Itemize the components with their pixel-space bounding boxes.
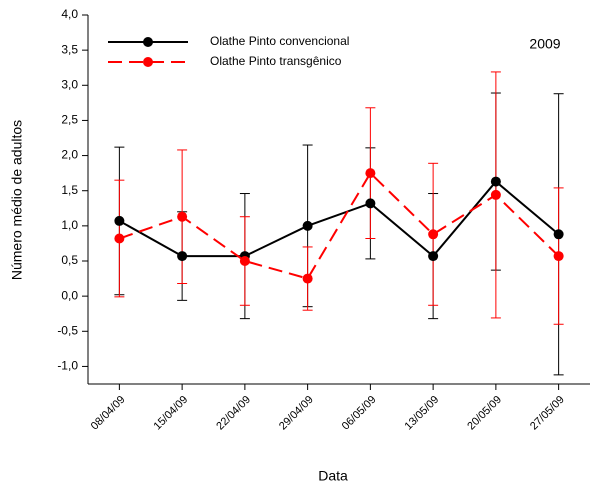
y-tick-label: 2,0 [61,148,78,162]
legend-marker [143,37,153,47]
data-point [365,168,376,179]
y-tick-label: 0,0 [61,288,78,302]
data-point [302,220,313,231]
series-line [118,180,560,258]
data-point [114,215,125,226]
data-point [365,198,376,209]
x-tick-label: 20/05/09 [465,394,504,433]
y-axis-title: Número médio de adultos [9,120,25,280]
x-tick-label: 13/05/09 [403,394,442,433]
y-tick-label: 0,5 [61,253,78,267]
x-tick-label: 27/05/09 [528,394,567,433]
data-point [114,233,125,244]
data-point [177,211,188,222]
data-point [239,256,250,266]
x-tick-label: 22/04/09 [214,394,253,433]
y-tick-label: -1,0 [57,359,78,373]
data-point [302,273,313,284]
y-tick-label: 2,5 [61,113,78,127]
x-tick-label: 08/04/09 [89,394,128,433]
series-line [119,171,560,280]
y-tick-label: 1,0 [61,218,78,232]
x-tick-label: 29/04/09 [277,394,316,433]
data-point [177,251,188,262]
legend-label: Olathe Pinto convencional [210,34,349,48]
data-point [553,251,564,262]
data-point [490,189,501,200]
x-axis-title: Data [318,468,348,484]
y-tick-label: 3,5 [61,42,78,56]
annotation: 2009 [529,36,560,52]
legend-label: Olathe Pinto transgênico [210,54,342,68]
x-tick-label: 06/05/09 [340,394,379,433]
legend-marker [143,57,153,67]
data-point [490,176,501,187]
y-tick-label: 4,0 [61,7,78,21]
y-tick-label: 3,0 [61,77,78,91]
y-tick-label: -0,5 [57,323,78,337]
data-point [428,229,439,240]
x-tick-label: 15/04/09 [152,394,191,433]
y-tick-label: 1,5 [61,183,78,197]
data-point [428,251,439,262]
data-point [553,229,564,240]
